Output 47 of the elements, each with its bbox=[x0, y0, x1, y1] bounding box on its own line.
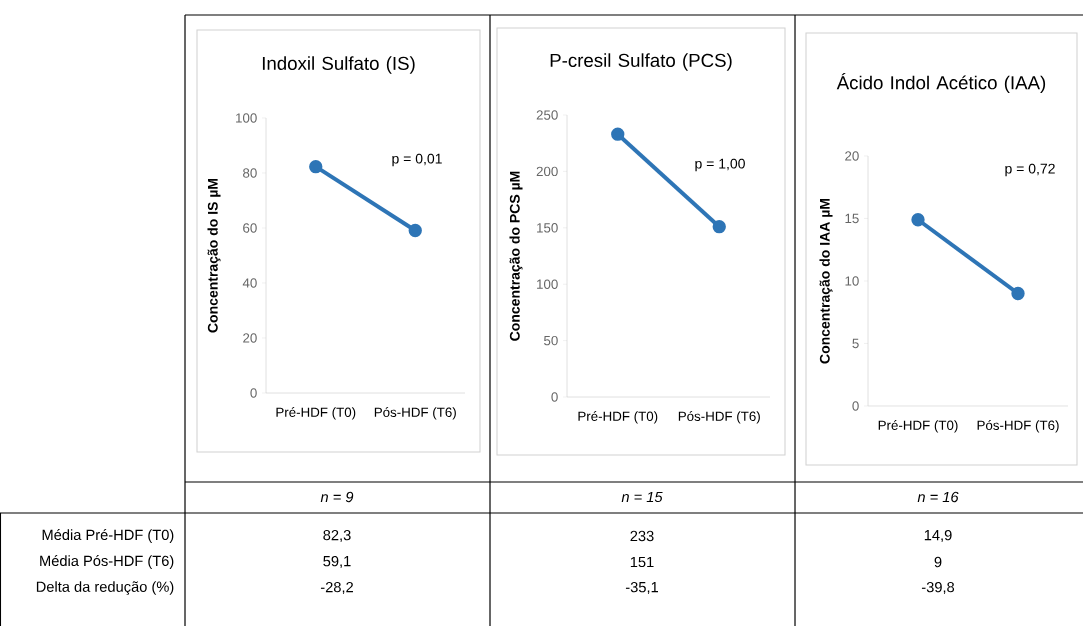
x-tick-label: Pré-HDF (T0) bbox=[578, 411, 658, 424]
y-tick-label: 40 bbox=[242, 278, 257, 288]
text: 151 bbox=[630, 556, 654, 568]
text: 82,3 bbox=[323, 529, 351, 543]
y-tick-label: 0 bbox=[551, 392, 558, 402]
x-tick-label: Pós-HDF (T6) bbox=[374, 407, 456, 420]
y-tick-label: 80 bbox=[243, 168, 257, 178]
x-tick-label: Pós-HDF (T6) bbox=[678, 411, 760, 424]
text: -39,8 bbox=[921, 581, 955, 595]
text: n = 16 bbox=[917, 491, 959, 503]
y-tick-label: 100 bbox=[236, 113, 257, 123]
y-tick-label: 0 bbox=[852, 401, 859, 411]
y-tick-label: 250 bbox=[536, 110, 558, 120]
text: -28,2 bbox=[320, 581, 353, 595]
chart-title: P-cresil Sulfato (PCS) bbox=[550, 53, 732, 71]
y-tick-label: 100 bbox=[537, 279, 558, 289]
y-tick-label: 150 bbox=[537, 223, 558, 233]
annotation: p = 0,01 bbox=[392, 153, 442, 167]
y-tick-label: 10 bbox=[845, 276, 859, 286]
annotation: p = 0,72 bbox=[1005, 163, 1055, 177]
text: n = 9 bbox=[320, 491, 354, 503]
y-tick-label: 0 bbox=[250, 388, 257, 398]
y-tick-label: 50 bbox=[544, 335, 558, 346]
y-axis-title: Concentração do PCS µM bbox=[509, 171, 523, 341]
chart-title: Indoxil Sulfato (IS) bbox=[262, 56, 415, 74]
x-tick-label: Pré-HDF (T0) bbox=[878, 420, 958, 433]
text: -35,1 bbox=[625, 581, 658, 595]
text: 9 bbox=[934, 556, 942, 568]
text: Delta da redução (%) bbox=[36, 581, 174, 595]
y-axis-title: Concentração do IS µM bbox=[207, 178, 221, 333]
y-tick-label: 15 bbox=[845, 213, 859, 224]
text: n = 15 bbox=[621, 491, 663, 503]
annotation: p = 1,00 bbox=[695, 158, 745, 172]
y-axis-title: Concentração do IAA µM bbox=[819, 198, 833, 364]
chart-title: Ácido Indol Acético (IAA) bbox=[836, 72, 1046, 94]
text: Média Pós-HDF (T6) bbox=[40, 555, 174, 569]
y-tick-label: 20 bbox=[845, 151, 859, 161]
text: 233 bbox=[630, 530, 654, 542]
text: 59,1 bbox=[323, 555, 351, 569]
x-tick-label: Pré-HDF (T0) bbox=[276, 407, 356, 420]
y-tick-label: 5 bbox=[852, 338, 859, 349]
x-tick-label: Pós-HDF (T6) bbox=[977, 420, 1059, 433]
y-tick-label: 60 bbox=[243, 223, 257, 233]
text: 14,9 bbox=[924, 529, 952, 543]
y-tick-label: 200 bbox=[536, 166, 558, 177]
text: Média Pré-HDF (T0) bbox=[42, 529, 174, 543]
y-tick-label: 20 bbox=[243, 333, 257, 343]
